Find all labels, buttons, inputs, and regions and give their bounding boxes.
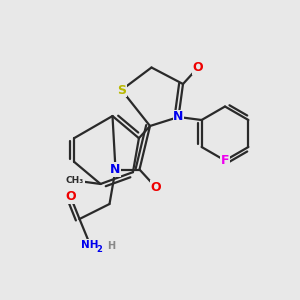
Text: H: H	[107, 241, 116, 251]
Text: N: N	[110, 163, 121, 176]
Text: N: N	[173, 110, 184, 124]
Text: S: S	[117, 83, 126, 97]
Text: F: F	[221, 154, 229, 167]
Text: CH₃: CH₃	[66, 176, 84, 185]
Text: O: O	[151, 181, 161, 194]
Text: NH: NH	[81, 239, 99, 250]
Text: O: O	[193, 61, 203, 74]
Text: O: O	[65, 190, 76, 203]
Text: 2: 2	[97, 245, 103, 254]
